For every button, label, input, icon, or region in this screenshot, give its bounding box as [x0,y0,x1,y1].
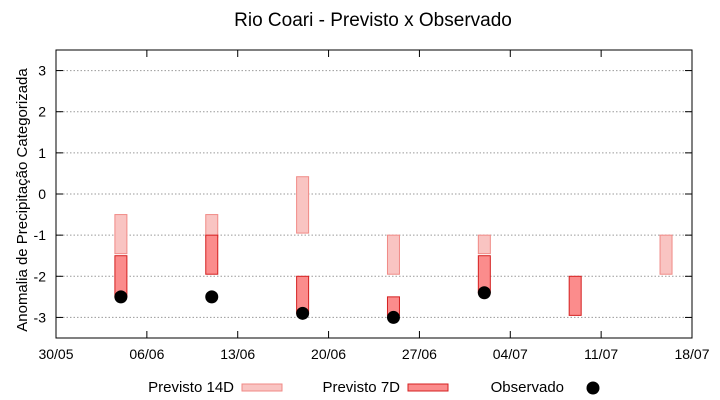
legend-observado-swatch [586,381,600,395]
x-tick-label: 06/06 [129,346,164,362]
bar-previsto-14d [205,214,219,238]
x-tick-label: 04/07 [493,346,528,362]
legend-previsto-7d-label: Previsto 7D [322,379,400,396]
x-tick-label: 27/06 [402,346,437,362]
x-tick-label: 20/06 [311,346,346,362]
series-observado [114,286,491,324]
legend-previsto-14d-label: Previsto 14D [148,379,234,396]
point-observado [205,290,219,304]
y-tick-label: 3 [38,63,46,79]
legend-previsto-7d-swatch [407,383,449,392]
point-observado [114,290,128,304]
bar-previsto-14d [114,214,128,255]
legend-observado-label: Observado [491,379,564,396]
series-previsto-7d [114,234,582,316]
y-tick-label: 1 [38,145,46,161]
x-tick-label: 11/07 [584,346,618,362]
y-axis: 3 2 1 0 -1 -2 -3 [34,63,692,325]
y-tick-label: 2 [38,104,46,120]
y-tick-label: -2 [34,268,47,284]
legend-previsto-14d-swatch [241,383,283,392]
x-tick-label: 30/05 [38,346,73,362]
legend: Previsto 14D Previsto 7D Observado [148,379,600,396]
point-observado [296,306,310,320]
x-tick-label: 18/07 [674,346,709,362]
bar-previsto-14d [386,234,400,275]
bar-previsto-14d [659,234,673,275]
point-observado [477,286,491,300]
y-axis-label: Anomalia de Precipitação Categorizada [14,68,31,332]
series-previsto-14d [114,176,673,275]
y-tick-label: -3 [34,309,47,325]
bar-previsto-7d [205,234,219,275]
bar-previsto-14d [477,234,491,255]
x-axis: 30/05 06/06 13/06 20/06 27/06 04/07 11/07 18/07 [38,50,710,362]
y-tick-label: -1 [34,227,47,243]
bar-previsto-7d [568,275,582,316]
grid [56,70,692,318]
x-tick-label: 13/06 [220,346,255,362]
y-tick-label: 0 [38,186,46,202]
chart-title: Rio Coari - Previsto x Observado [234,10,512,31]
point-observado [386,310,400,324]
bar-previsto-14d [296,176,310,234]
